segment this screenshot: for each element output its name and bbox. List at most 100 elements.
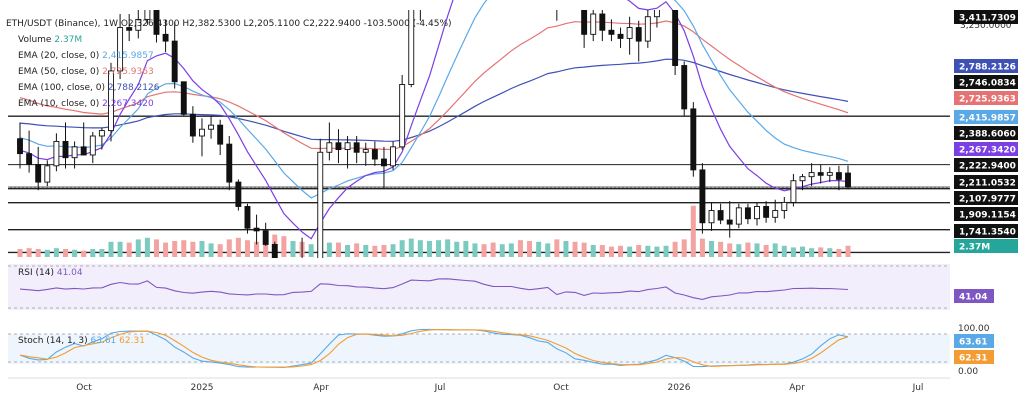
candle-up — [98, 130, 105, 137]
volume-bar — [72, 249, 78, 257]
candle-down — [763, 206, 770, 218]
volume-bar — [226, 239, 232, 257]
volume-bar — [263, 241, 269, 257]
candle-up — [399, 84, 406, 148]
price-badge-label: 2,788.2126 — [959, 63, 1016, 73]
candle-up — [71, 146, 78, 159]
volume-bar — [663, 245, 669, 257]
time-tick-label: Apr — [313, 383, 329, 393]
volume-bar — [781, 245, 787, 257]
candle-up — [326, 142, 333, 153]
volume-bar — [554, 239, 560, 257]
volume-bar — [627, 246, 633, 257]
candle-up — [808, 172, 815, 178]
candle-up — [626, 27, 633, 39]
volume-bar — [417, 240, 423, 257]
candle-down — [353, 142, 360, 153]
candle-down — [180, 81, 187, 115]
candle-down — [35, 164, 42, 183]
candle-down — [189, 113, 196, 137]
volume-bar — [718, 241, 724, 257]
stoch-k-badge-label: 63.61 — [959, 338, 987, 348]
volume-bar — [26, 248, 32, 257]
price-badge-label: 2,415.9857 — [959, 114, 1016, 124]
volume-bar — [654, 246, 660, 257]
volume-bar — [144, 237, 150, 257]
volume-bar — [281, 236, 287, 257]
volume-bar — [172, 241, 178, 257]
candle-down — [126, 27, 133, 31]
candle-down — [335, 142, 342, 151]
price-tick-label: 3,250.0000 — [960, 21, 1012, 31]
price-badge — [954, 91, 1018, 105]
price-badge — [954, 126, 1018, 140]
candle-down — [672, 10, 679, 66]
candle-down — [153, 10, 160, 35]
volume-bar — [527, 241, 533, 257]
volume-bar — [345, 245, 351, 257]
stoch-d-badge — [954, 350, 994, 364]
stoch-tick-label: 100.00 — [958, 324, 990, 334]
ema10-line — [19, 0, 849, 240]
volume-bar — [190, 241, 196, 257]
candle-up — [754, 206, 760, 220]
candle-down — [690, 108, 697, 171]
volume-bar — [235, 237, 241, 257]
stoch-tick-label: 0.00 — [958, 367, 978, 377]
volume-bar — [454, 241, 460, 257]
volume-bar — [62, 249, 68, 257]
symbol-ohlc-label: ETH/USDT (Binance), 1W O2,326.4300 H2,38… — [6, 19, 452, 29]
volume-bar — [381, 245, 387, 257]
price-badge — [954, 239, 1018, 253]
stoch-d-line — [19, 328, 849, 368]
candle-up — [44, 165, 51, 183]
volume-bar — [790, 247, 796, 257]
volume-bar — [44, 249, 50, 257]
time-tick-label: Oct — [76, 383, 92, 393]
time-tick-label: 2025 — [191, 383, 214, 393]
price-badge — [954, 10, 1018, 24]
volume-bar — [426, 241, 432, 257]
price-badge-label: 2,222.9400 — [959, 162, 1016, 172]
rsi-background — [8, 264, 950, 310]
price-badge-label: 2,725.9363 — [959, 95, 1016, 105]
price-badge-label: 3,411.7309 — [959, 14, 1016, 24]
price-badge — [954, 110, 1018, 124]
volume-bar — [572, 241, 578, 257]
time-tick-label: 2026 — [668, 383, 691, 393]
candle-down — [171, 40, 178, 83]
volume-bar — [800, 246, 806, 257]
price-badge — [954, 75, 1018, 89]
volume-bar — [681, 239, 687, 257]
candle-up — [590, 13, 597, 35]
candle-down — [262, 230, 269, 245]
ema50-line — [19, 20, 849, 151]
candle-up — [117, 27, 124, 72]
volume-bar — [818, 247, 824, 257]
candle-down — [835, 172, 842, 180]
candle-down — [617, 33, 624, 39]
candle-down — [162, 33, 169, 42]
volume-bar — [490, 242, 496, 257]
price-badge — [954, 59, 1018, 73]
volume-bar — [126, 242, 132, 257]
volume-bar — [17, 249, 23, 257]
price-badge — [954, 191, 1018, 205]
volume-bar — [563, 241, 569, 257]
volume-bar — [199, 241, 205, 257]
time-tick-label: Jul — [912, 383, 924, 393]
volume-bar — [472, 243, 478, 257]
volume-bar — [135, 239, 141, 257]
volume-bar — [445, 239, 451, 257]
candle-up — [199, 128, 205, 137]
price-badge-label: 2,746.0834 — [959, 79, 1016, 89]
candle-up — [644, 16, 651, 42]
volume-bar — [163, 242, 169, 257]
candle-up — [362, 149, 369, 153]
candle-down — [217, 124, 224, 145]
candle-up — [790, 180, 797, 203]
volume-bar — [81, 250, 87, 257]
price-badge — [954, 175, 1018, 189]
time-axis: Oct 2025 Apr Jul Oct 2026 Apr Jul — [8, 377, 950, 393]
